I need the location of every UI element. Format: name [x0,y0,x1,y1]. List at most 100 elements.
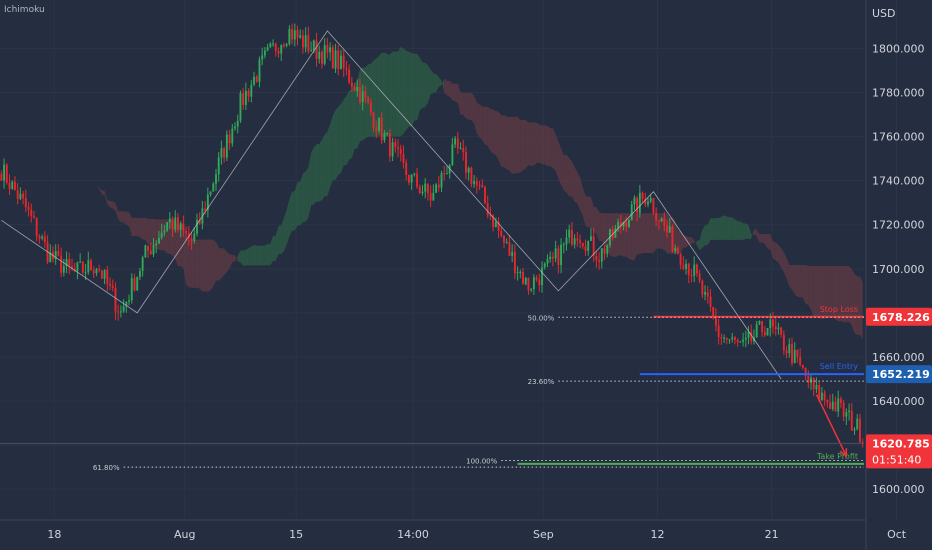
candle-body [649,198,652,202]
candle-body [595,255,598,261]
cloud-segment [612,213,616,258]
candle-body [494,222,497,228]
candle-body [736,340,739,343]
candle-body [687,263,690,275]
candle-body [244,90,247,106]
cloud-segment [653,213,657,253]
cloud-segment [465,92,469,120]
cloud-segment [490,108,494,154]
candle-body [65,259,68,267]
candle-body [725,337,728,340]
cloud-segment [275,226,279,261]
candle-body [22,193,25,199]
cloud-segment [748,225,752,239]
cloud-segment [792,264,795,295]
cloud-segment [457,83,461,115]
cloud-segment [677,230,681,254]
cloud-segment [740,221,744,240]
indicator-label[interactable]: Ichimoku [4,5,45,15]
candle-body [600,248,603,262]
cloud-segment [120,211,124,223]
cloud-segment [563,154,567,193]
cloud-segment [446,80,450,97]
candle-body [606,245,609,254]
candle-body [704,292,707,295]
candle-body [682,264,685,269]
candle-body [581,242,584,247]
cloud-segment [229,253,233,269]
candle-body [782,334,785,351]
cloud-segment [542,125,545,165]
candle-body [812,377,815,390]
candle-body [141,257,144,271]
candle-body [33,216,35,218]
cloud-segment [764,234,768,249]
candle-body [619,222,622,227]
cloud-segment [566,154,570,197]
time-tick-label: Oct [887,528,907,541]
candle-body [43,236,46,243]
cloud-segment [346,90,350,166]
cloud-segment [593,206,597,235]
candle-body [861,442,864,444]
cloud-segment [571,161,575,202]
candle-body [445,173,448,175]
cloud-segment [292,190,295,231]
cloud-segment [634,213,638,261]
candle-body [791,344,793,364]
cloud-segment [691,237,695,244]
candle-body [772,319,774,327]
cloud-segment [525,120,529,169]
cloud-segment [332,110,336,181]
candle-body [858,418,861,443]
cloud-segment [259,245,263,266]
cloud-segment [270,235,274,266]
cloud-segment [199,239,203,292]
time-axis[interactable]: 18 Aug 15 14:00 Sep 12 21 Oct [0,519,907,541]
cloud-segment [637,213,640,255]
cloud-segment [300,173,303,226]
candle-body [554,248,557,259]
candle-body [103,270,106,279]
cloud-segment [463,92,466,119]
cloud-segment [509,116,513,175]
candle-body [652,198,655,213]
candle-body [383,132,386,141]
candle-body [668,226,671,233]
cloud-segment [455,83,458,104]
candle-body [693,264,696,276]
stop_loss-label: Stop Loss [820,305,858,314]
candle-body [709,296,712,307]
candle-body [388,132,391,157]
candle-body [560,244,563,265]
cloud-segment [196,239,200,289]
cloud-segment [528,122,532,166]
cloud-segment [762,234,765,244]
cloud-segment [338,103,341,175]
candle-body [109,283,111,286]
candle-body [296,30,299,38]
candle-body [166,222,169,231]
candle-body [505,242,508,244]
cloud-segment [240,250,244,266]
candle-body [299,35,302,38]
cloud-segment [107,199,111,208]
candle-body [204,208,207,211]
candle-body [524,277,527,285]
candle-body [364,91,367,98]
candle-body [312,40,315,51]
candle-body [584,246,587,251]
cloud-segment [547,126,551,167]
cloud-segment [656,213,659,249]
candle-body [402,154,405,163]
candle-body [426,183,429,194]
candle-body [266,47,269,51]
price-tick-label: 1700.000 [872,263,925,276]
candle-body [378,117,380,131]
candle-body [660,218,663,222]
candle-body [842,402,845,417]
candle-body [676,247,679,255]
candle-body [239,93,242,121]
cloud-segment [512,116,515,175]
